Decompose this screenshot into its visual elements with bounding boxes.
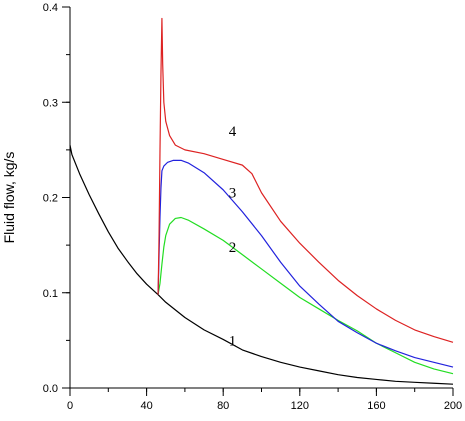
x-tick-label: 200 <box>444 400 462 412</box>
axes: 0 40 80 120 160 200 0.0 0.1 0.2 0.3 0.4 <box>43 2 462 412</box>
x-tick-label: 40 <box>140 400 152 412</box>
curve-label-4: 4 <box>229 124 237 140</box>
x-tick-label: 0 <box>67 400 73 412</box>
y-tick-label: 0.4 <box>43 2 58 14</box>
curve-labels: 1 2 3 4 <box>229 124 237 350</box>
y-axis-title: Fluid flow, kg/s <box>1 152 17 244</box>
y-tick-label: 0.3 <box>43 97 58 109</box>
series-line-3 <box>157 159 454 368</box>
x-tick-label: 120 <box>291 400 309 412</box>
curve-label-3: 3 <box>229 186 237 202</box>
x-tick-label: 160 <box>367 400 385 412</box>
series-layer <box>69 17 454 385</box>
x-tick-label: 80 <box>217 400 229 412</box>
series-line-4 <box>157 17 454 343</box>
curve-label-1: 1 <box>229 333 237 349</box>
y-tick-label: 0.1 <box>43 288 58 300</box>
y-tick-label: 0.2 <box>43 193 58 205</box>
y-tick-label: 0.0 <box>43 383 58 395</box>
curve-label-2: 2 <box>229 240 237 256</box>
series-line-1 <box>69 144 454 385</box>
series-line-2 <box>157 216 454 375</box>
